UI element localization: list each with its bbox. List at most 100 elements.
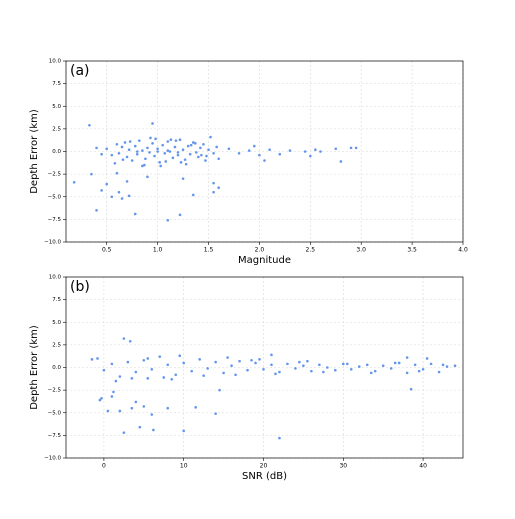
point <box>258 153 261 157</box>
point <box>142 358 146 362</box>
point <box>127 194 131 198</box>
point <box>393 361 397 365</box>
point <box>349 146 353 150</box>
point <box>156 150 159 153</box>
point <box>110 195 114 199</box>
point <box>102 368 106 372</box>
point <box>310 369 313 373</box>
point <box>197 155 200 159</box>
point <box>263 159 266 162</box>
point <box>117 152 121 155</box>
point <box>88 123 91 127</box>
point <box>413 363 417 367</box>
point <box>146 357 150 360</box>
point <box>176 151 180 154</box>
point <box>166 140 170 143</box>
point <box>202 374 205 377</box>
point <box>222 371 225 375</box>
y-tick-label: −10.0 <box>44 456 61 462</box>
point <box>114 379 118 383</box>
y-tick-label: −7.5 <box>48 433 62 439</box>
point <box>354 146 358 150</box>
point <box>217 186 220 189</box>
point <box>158 161 161 164</box>
point <box>150 368 154 371</box>
point <box>143 163 146 167</box>
point <box>90 358 94 361</box>
point <box>230 364 233 367</box>
point <box>138 425 142 429</box>
y-tick-label: 7.5 <box>52 81 61 87</box>
point <box>194 151 198 154</box>
point <box>218 388 221 392</box>
point <box>199 146 202 150</box>
point <box>389 367 393 370</box>
point <box>319 150 322 153</box>
point <box>125 155 129 159</box>
point <box>234 373 237 377</box>
x-tick-label: 3.5 <box>407 247 417 254</box>
point <box>189 143 193 147</box>
point <box>357 365 361 368</box>
point <box>405 371 409 375</box>
point <box>349 368 353 371</box>
point <box>193 142 197 145</box>
point <box>176 153 180 157</box>
point <box>134 370 138 374</box>
point <box>214 360 217 364</box>
point <box>209 135 212 139</box>
point <box>204 159 207 162</box>
point <box>150 413 154 416</box>
point <box>122 337 126 340</box>
point <box>141 164 144 168</box>
plot-frame <box>65 60 464 243</box>
panel-label: (a) <box>70 63 90 79</box>
point <box>198 358 201 361</box>
point <box>206 367 209 370</box>
point <box>369 371 373 375</box>
point <box>106 409 110 413</box>
point <box>146 175 149 179</box>
point <box>113 161 117 165</box>
point <box>130 377 134 380</box>
x-tick-label: 20 <box>260 463 268 470</box>
point <box>334 147 338 151</box>
point <box>156 147 159 151</box>
y-axis-label: Depth Error (km) <box>29 325 40 410</box>
point <box>163 152 167 155</box>
point <box>226 356 229 359</box>
point <box>182 429 186 433</box>
point <box>278 152 282 156</box>
point <box>425 357 429 360</box>
point <box>270 363 273 367</box>
point <box>217 157 220 161</box>
point <box>127 148 131 151</box>
y-tick-label: −2.5 <box>48 172 62 178</box>
point <box>141 149 144 152</box>
y-tick-label: 2.5 <box>52 126 61 132</box>
point <box>212 152 215 155</box>
point <box>214 412 217 415</box>
point <box>421 368 425 371</box>
point <box>169 138 173 142</box>
point <box>278 370 281 374</box>
x-tick-label: 2.5 <box>306 247 316 254</box>
point <box>181 148 185 151</box>
point <box>152 428 155 432</box>
point <box>345 362 349 366</box>
x-tick-label: 1.5 <box>204 247 214 254</box>
point <box>144 157 147 161</box>
point <box>121 158 125 161</box>
point <box>120 145 124 149</box>
panel-label: (b) <box>70 279 90 295</box>
point <box>212 181 215 185</box>
point <box>342 362 345 366</box>
x-tick-label: 4.0 <box>458 247 468 254</box>
point <box>397 361 401 365</box>
y-tick-label: 5.0 <box>52 320 61 326</box>
point <box>212 190 215 194</box>
point <box>162 376 166 379</box>
point <box>188 152 192 156</box>
point <box>334 368 337 372</box>
point <box>146 146 149 150</box>
